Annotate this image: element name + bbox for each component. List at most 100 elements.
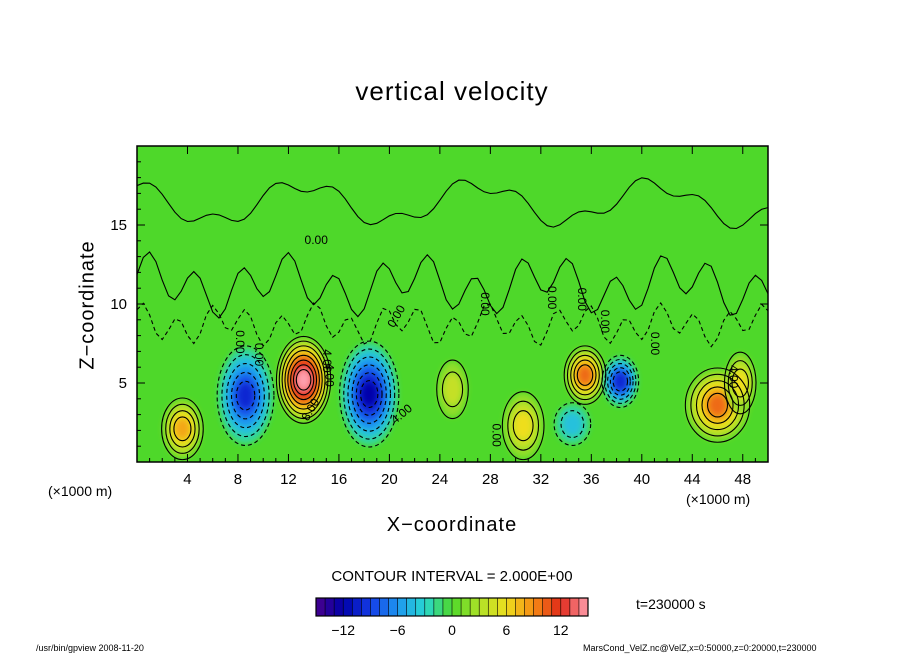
field-layer: [162, 337, 755, 459]
contour-label: 8.00: [299, 396, 323, 424]
x-tick-label: 24: [432, 471, 449, 488]
field-cell: [562, 412, 583, 436]
contour-label: 4.00: [320, 349, 334, 373]
colorbar-cell: [442, 598, 453, 616]
field-cell: [232, 373, 259, 418]
contour-layer: [137, 177, 768, 461]
x-tick-label: 48: [734, 471, 751, 488]
field-cell: [349, 358, 390, 430]
contour-label: 0.00: [478, 292, 492, 316]
colorbar-cell: [578, 598, 589, 616]
field-cell: [361, 382, 377, 406]
field-cell: [237, 382, 254, 409]
x-tick-label: 36: [583, 471, 600, 488]
contour-line: [278, 340, 329, 420]
contour-line: [707, 392, 729, 418]
x-tick-label: 16: [331, 471, 348, 488]
field-cell: [277, 337, 330, 422]
contour-line: [690, 373, 745, 437]
contour-label: 0.00: [233, 330, 247, 354]
contour-line: [566, 350, 604, 401]
colorbar-cell: [524, 598, 535, 616]
colorbar-cell: [533, 598, 544, 616]
contour-line: [441, 371, 464, 408]
field-cell: [175, 418, 190, 440]
contour-label: 0.00: [575, 288, 589, 312]
contour-label-layer: 0.000.000.000.004.004.008.00 4.004.000.00…: [233, 233, 740, 447]
contour-line: [573, 359, 597, 391]
field-cell: [345, 350, 394, 438]
field-cell: [227, 365, 264, 427]
field-cell: [568, 352, 602, 399]
colorbar-cell: [424, 598, 435, 616]
contour-line: [295, 369, 312, 391]
field-cell: [509, 402, 538, 449]
colorbar-cell: [397, 598, 408, 616]
colorbar-cell: [334, 598, 344, 616]
x-tick-label: 44: [684, 471, 701, 488]
contour-line: [281, 345, 326, 415]
contour-label: 0.00: [305, 233, 329, 247]
field-cell: [708, 394, 727, 416]
contour-line: [436, 359, 469, 420]
colorbar-cell: [560, 598, 571, 616]
colorbar-cell: [406, 598, 417, 616]
colorbar-cell: [470, 598, 480, 616]
contour-line: [609, 367, 631, 396]
field-cell: [703, 388, 732, 422]
field-cell: [294, 366, 313, 394]
y-axis-title: Z−coordinate: [76, 240, 99, 370]
field-cell: [692, 375, 743, 435]
field-cell: [443, 373, 462, 406]
field-cell: [283, 347, 324, 413]
contour-line: [570, 354, 600, 396]
y-tick-label: 15: [110, 217, 127, 234]
x-tick-label: 4: [183, 471, 191, 488]
contour-line: [695, 380, 740, 431]
x-axis-title: X−coordinate: [386, 514, 518, 536]
contour-line: [560, 410, 585, 439]
contour-line: [137, 302, 768, 348]
colorbar: −12 −6 0 6 12: [315, 597, 589, 638]
colorbar-cell: [343, 598, 353, 616]
colorbar-cell: [488, 598, 498, 616]
field-cell: [572, 356, 599, 394]
contour-line: [275, 335, 332, 424]
colorbar-cell: [551, 598, 562, 616]
field-cell: [697, 382, 738, 429]
contour-line: [173, 416, 192, 442]
field-cell: [218, 347, 273, 444]
contour-line: [612, 371, 629, 392]
colorbar-tick-label: −12: [331, 622, 355, 638]
contour-line: [731, 368, 749, 398]
colorbar-tick-label: −6: [390, 622, 406, 638]
field-cell: [686, 369, 749, 441]
contour-label: 0.00: [648, 332, 662, 356]
contour-line: [290, 359, 318, 401]
x-tick-label: 40: [633, 471, 650, 488]
colorbar-cell: [433, 598, 444, 616]
field-cell: [603, 356, 638, 406]
x-tick-label: 28: [482, 471, 499, 488]
contour-line: [347, 356, 392, 432]
colorbar-cell: [370, 598, 380, 616]
field-cell: [503, 393, 543, 459]
x-tick-label: 8: [234, 471, 242, 488]
contour-line: [137, 177, 768, 230]
contour-label: 0.00: [545, 286, 559, 310]
colorbar-cell: [506, 598, 516, 616]
field-cell: [606, 361, 635, 402]
contour-label: 0.00: [384, 302, 408, 330]
colorbar-cell: [515, 598, 526, 616]
contour-label: 4.00: [388, 401, 415, 427]
field-cell: [614, 373, 627, 390]
contour-line: [292, 364, 315, 396]
contour-line: [512, 410, 534, 442]
x-tick-label: 32: [532, 471, 549, 488]
contour-label: 0.00: [252, 343, 266, 367]
field-cell: [565, 347, 605, 403]
chart-title: vertical velocity: [355, 76, 549, 106]
colorbar-cell: [542, 598, 553, 616]
contour-line: [137, 251, 768, 319]
colorbar-cell: [479, 598, 489, 616]
